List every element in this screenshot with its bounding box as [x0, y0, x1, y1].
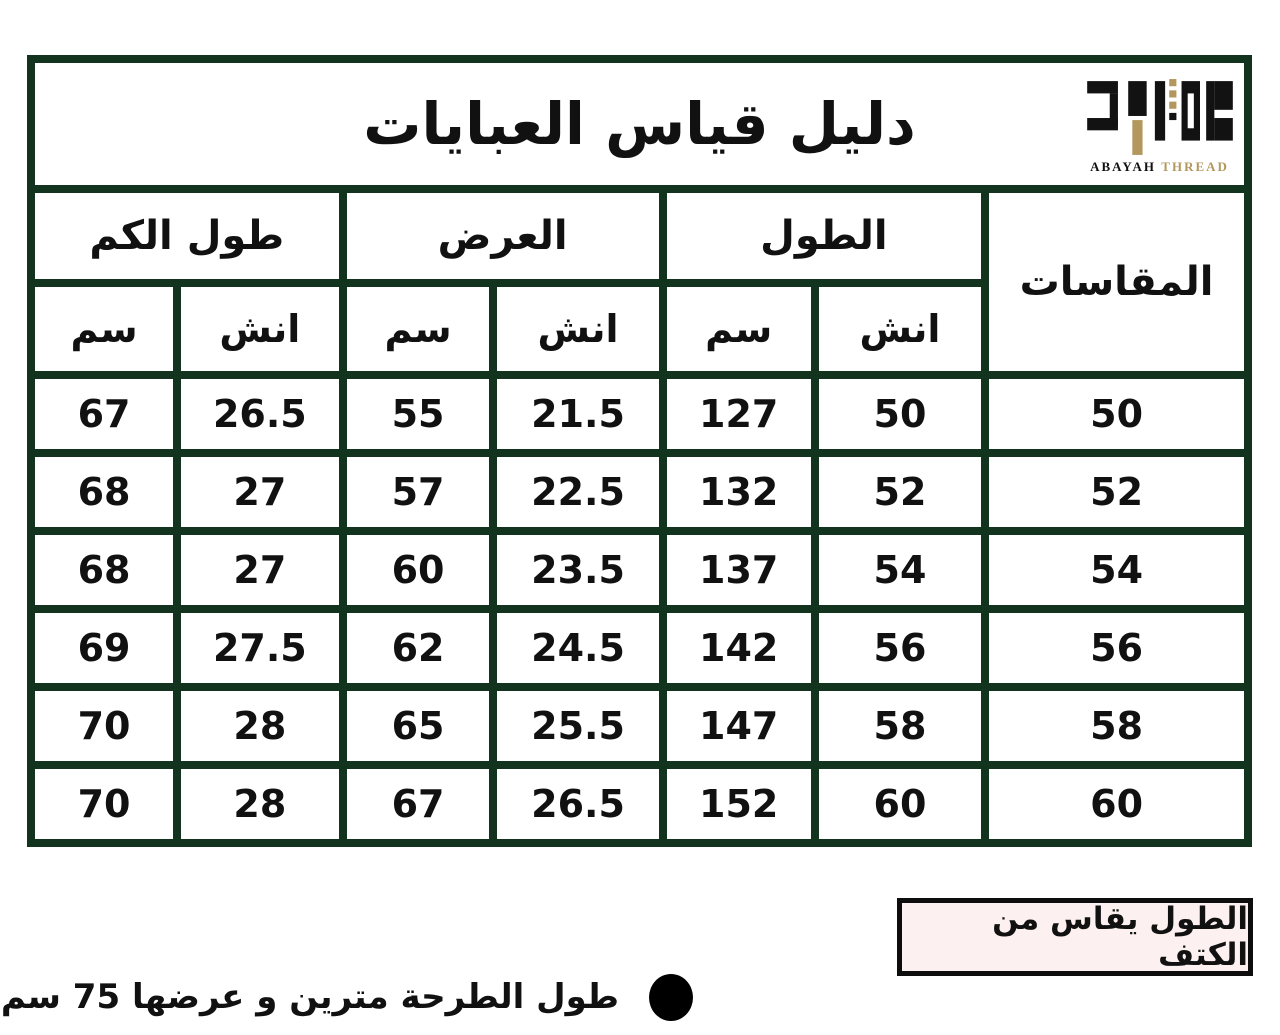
width-cm-cell: 60 — [339, 527, 499, 613]
brand-logo-icon — [1087, 79, 1234, 155]
size-guide-table: دليل قياس العبايات — [27, 55, 1253, 847]
width-inch-cell: 22.5 — [490, 449, 668, 535]
length-cm-cell: 132 — [659, 449, 820, 535]
brand-caption: ABAYAH THREAD — [1091, 159, 1230, 175]
sleeve-inch-cell: 27 — [174, 527, 348, 613]
table-row: 58 58 147 25.5 65 28 70 — [27, 683, 1253, 769]
size-cell: 56 — [982, 605, 1253, 691]
length-cm-cell: 147 — [659, 683, 820, 769]
column-header-sleeve: طول الكم — [28, 185, 348, 287]
table-row: 52 52 132 22.5 57 27 68 — [27, 449, 1253, 535]
size-cell: 52 — [982, 449, 1253, 535]
sleeve-cm-cell: 69 — [27, 605, 183, 691]
brand-caption-secondary: THREAD — [1162, 159, 1230, 174]
scarf-note-text: طول الطرحة مترين و عرضها 75 سم . — [0, 977, 620, 1017]
sleeve-cm-cell: 68 — [27, 449, 183, 535]
measurement-note-text: الطول يقاس من الكتف — [993, 901, 1249, 973]
sleeve-inch-cell: 28 — [174, 761, 348, 847]
bullet-dot-icon — [650, 973, 694, 1021]
width-cm-cell: 57 — [339, 449, 499, 535]
length-inch-cell: 58 — [811, 683, 991, 769]
column-header-sizes: المقاسات — [982, 185, 1253, 379]
unit-header-width-cm: سم — [339, 279, 499, 379]
length-cm-cell: 127 — [659, 371, 820, 457]
length-inch-cell: 50 — [811, 371, 991, 457]
width-cm-cell: 55 — [339, 371, 499, 457]
size-cell: 60 — [982, 761, 1253, 847]
unit-header-sleeve-inch: انش — [174, 279, 348, 379]
length-cm-cell: 152 — [659, 761, 820, 847]
width-cm-cell: 62 — [339, 605, 499, 691]
group-header-row: المقاسات الطول العرض طول الكم — [28, 185, 1253, 379]
unit-header-sleeve-cm: سم — [27, 279, 183, 379]
page-title: دليل قياس العبايات — [364, 90, 917, 158]
length-inch-cell: 52 — [811, 449, 991, 535]
length-cm-cell: 137 — [659, 527, 820, 613]
unit-header-length-cm: سم — [659, 279, 820, 379]
length-inch-cell: 56 — [811, 605, 991, 691]
sleeve-cm-cell: 67 — [27, 371, 183, 457]
size-cell: 50 — [982, 371, 1253, 457]
width-inch-cell: 24.5 — [490, 605, 668, 691]
table-row: 54 54 137 23.5 60 27 68 — [27, 527, 1253, 613]
width-inch-cell: 26.5 — [490, 761, 668, 847]
unit-header-width-inch: انش — [490, 279, 668, 379]
width-inch-cell: 25.5 — [490, 683, 668, 769]
brand-caption-primary: ABAYAH — [1091, 159, 1158, 174]
table-row: 60 60 152 26.5 67 28 70 — [27, 761, 1253, 847]
size-cell: 54 — [982, 527, 1253, 613]
table-row: 50 50 127 21.5 55 26.5 67 — [27, 371, 1253, 457]
column-header-length: الطول — [659, 185, 991, 287]
sleeve-cm-cell: 70 — [27, 761, 183, 847]
measurement-note-box: الطول يقاس من الكتف — [898, 898, 1254, 976]
sleeve-inch-cell: 28 — [174, 683, 348, 769]
sleeve-inch-cell: 27 — [174, 449, 348, 535]
sleeve-cm-cell: 70 — [27, 683, 183, 769]
title-cell: دليل قياس العبايات — [28, 55, 1253, 193]
table-row: 56 56 142 24.5 62 27.5 69 — [27, 605, 1253, 691]
unit-header-length-inch: انش — [811, 279, 991, 379]
length-cm-cell: 142 — [659, 605, 820, 691]
brand-logo: ABAYAH THREAD — [1068, 77, 1253, 175]
length-inch-cell: 54 — [811, 527, 991, 613]
column-header-width: العرض — [339, 185, 668, 287]
width-inch-cell: 21.5 — [490, 371, 668, 457]
scarf-note-line: طول الطرحة مترين و عرضها 75 سم . — [0, 966, 694, 1028]
width-cm-cell: 67 — [339, 761, 499, 847]
sleeve-inch-cell: 26.5 — [174, 371, 348, 457]
sleeve-cm-cell: 68 — [27, 527, 183, 613]
length-inch-cell: 60 — [811, 761, 991, 847]
title-row: دليل قياس العبايات — [28, 55, 1253, 193]
size-cell: 58 — [982, 683, 1253, 769]
width-inch-cell: 23.5 — [490, 527, 668, 613]
sleeve-inch-cell: 27.5 — [174, 605, 348, 691]
width-cm-cell: 65 — [339, 683, 499, 769]
unit-header-row: انش سم انش سم انش سم — [27, 279, 1249, 379]
